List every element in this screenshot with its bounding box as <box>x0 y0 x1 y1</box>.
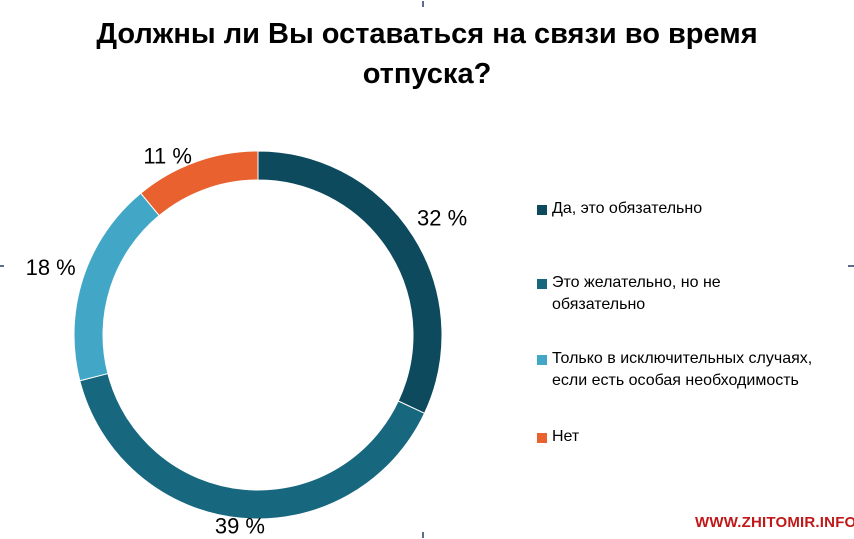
legend-label-1: Да, это обязательно <box>552 200 703 217</box>
frame-tick-right <box>848 265 854 267</box>
donut-slice-4 <box>140 150 259 217</box>
frame-tick-left <box>0 265 4 267</box>
legend-label-3: Только в исключительных случаях, если ес… <box>552 350 813 389</box>
frame-tick-top <box>422 1 424 7</box>
chart-title-line-2: отпуска? <box>362 58 492 90</box>
legend-swatch-3 <box>537 355 547 365</box>
frame-tick-bottom <box>422 532 424 538</box>
legend-swatch-4 <box>537 433 547 443</box>
legend-swatch-1 <box>537 205 547 215</box>
donut-slice-3 <box>73 192 160 382</box>
watermark: WWW.ZHITOMIR.INFO <box>695 514 854 531</box>
slice-value-label-2: 39 % <box>215 514 265 539</box>
slice-value-label-4: 11 % <box>143 144 192 169</box>
donut-slice-2 <box>79 372 426 520</box>
chart-title-line-1: Должны ли Вы оставаться на связи во врем… <box>96 18 758 50</box>
slice-value-label-1: 32 % <box>417 206 467 231</box>
donut-slice-1 <box>257 150 443 415</box>
chart-title: Должны ли Вы оставаться на связи во врем… <box>0 14 854 94</box>
legend-label-4: Нет <box>552 428 580 445</box>
legend-swatch-2 <box>537 279 547 289</box>
legend-label-2: Это желательно, но не обязательно <box>552 274 721 313</box>
slice-value-label-3: 18 % <box>26 255 76 280</box>
